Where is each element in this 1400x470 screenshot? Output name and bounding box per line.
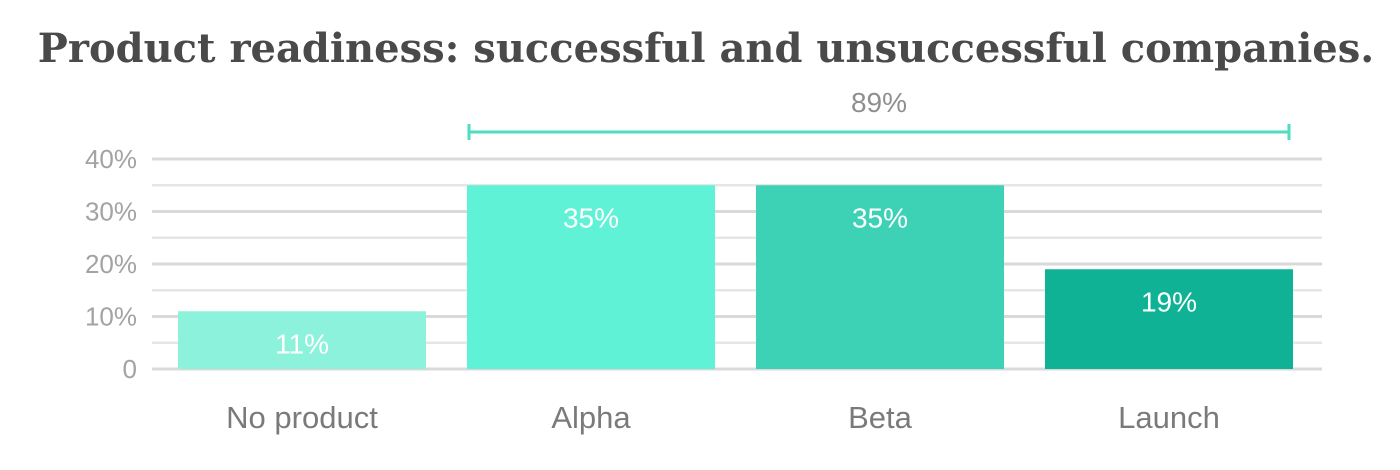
bars: 11% 35% 35% 19% <box>178 185 1293 369</box>
bar-value-label: 35% <box>852 202 908 233</box>
y-tick-label: 30% <box>85 197 137 227</box>
bracket-annotation: 89% <box>467 87 1291 140</box>
category-label: Beta <box>848 400 913 435</box>
y-tick-label: 10% <box>85 302 137 332</box>
chart-title: Product readiness: successful and unsucc… <box>38 25 1374 72</box>
category-label: No product <box>226 400 378 435</box>
y-axis: 0 10% 20% 30% 40% <box>85 144 137 384</box>
bar <box>178 311 426 369</box>
y-tick-label: 0 <box>123 354 137 384</box>
bar-value-label: 35% <box>563 202 619 233</box>
bar <box>1045 269 1293 369</box>
category-label: Launch <box>1118 400 1220 435</box>
y-tick-label: 40% <box>85 144 137 174</box>
bar <box>467 185 715 369</box>
bracket-label: 89% <box>851 87 907 118</box>
y-tick-label: 20% <box>85 249 137 279</box>
category-label: Alpha <box>551 400 631 435</box>
bar-value-label: 11% <box>275 328 329 359</box>
bar-value-label: 19% <box>1141 286 1197 317</box>
category-axis: No product Alpha Beta Launch <box>226 400 1220 435</box>
bar <box>756 185 1004 369</box>
